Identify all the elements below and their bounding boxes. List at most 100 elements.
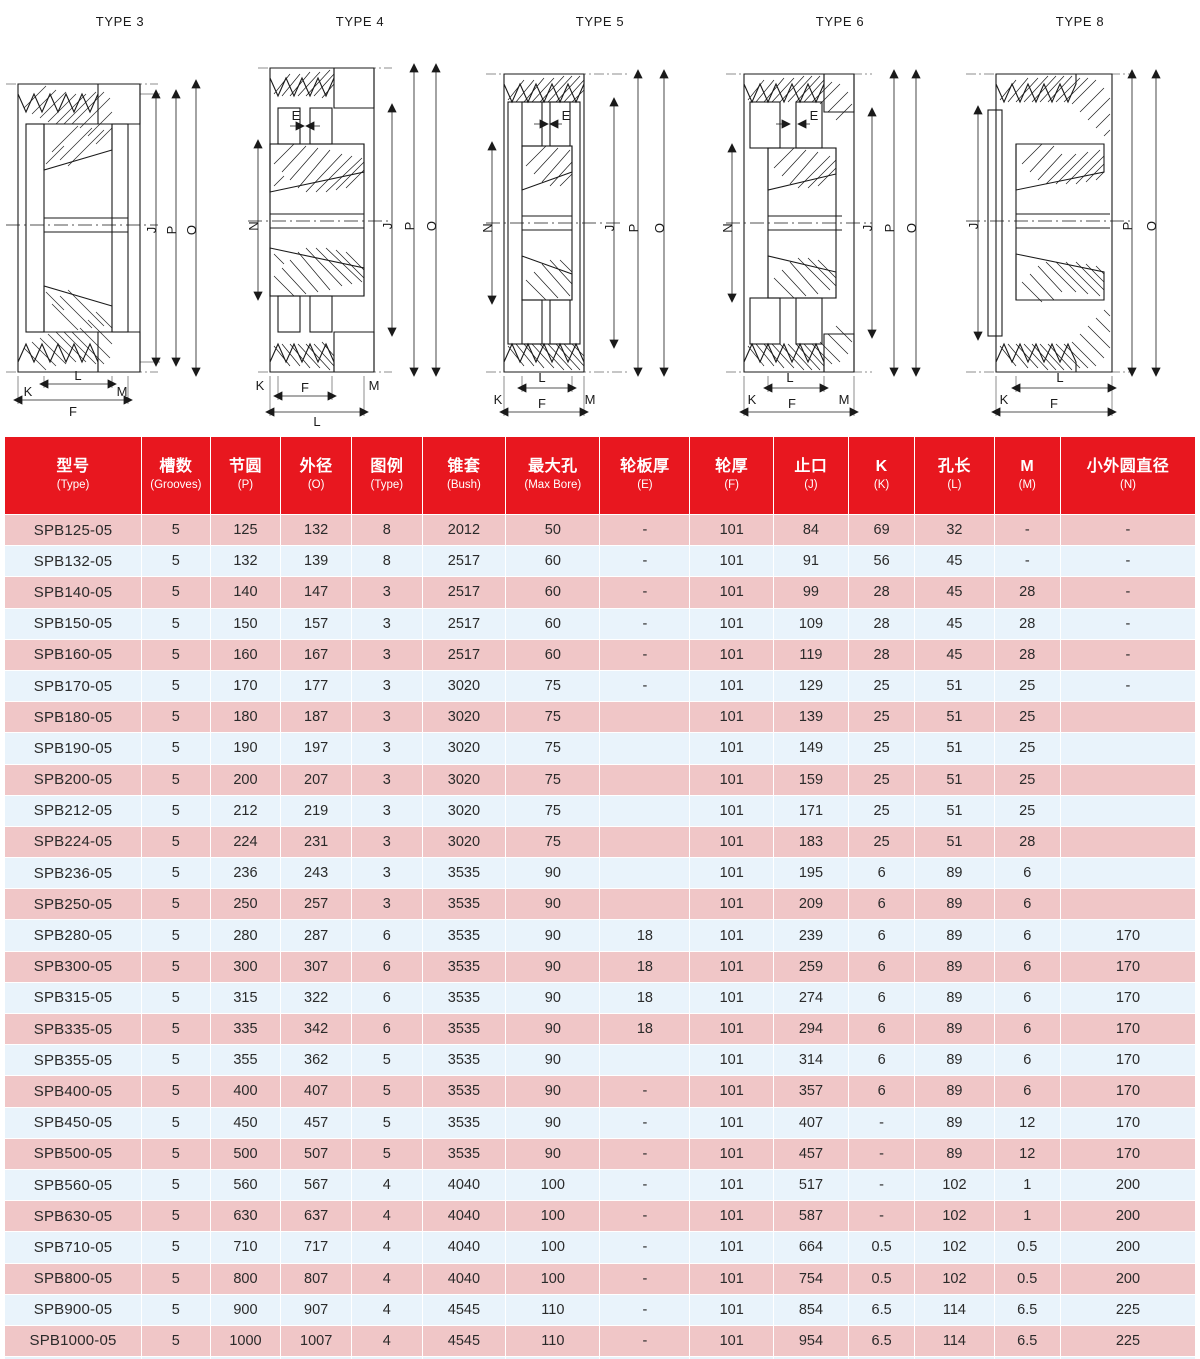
cell-value: 407: [280, 1075, 352, 1108]
cell-value: 717: [280, 1231, 352, 1264]
cell-value: 4: [350, 1231, 423, 1264]
cell-value: 101: [689, 825, 774, 859]
cell-value: 101: [689, 732, 774, 765]
cell-value: 197: [280, 732, 352, 765]
cell-value: -: [599, 513, 691, 547]
cell-value: 0.5: [847, 1231, 916, 1264]
cell-value: 187: [280, 701, 352, 734]
column-header-en: (F): [724, 479, 740, 492]
cell-value: 6: [847, 888, 916, 921]
cell-value: 6: [847, 1075, 916, 1108]
cell-value: 5: [141, 732, 211, 765]
cell-model: SPB355-05: [3, 1044, 143, 1077]
dim-label-l: L: [74, 368, 81, 383]
cell-value: 18: [599, 981, 691, 1015]
table-row: SPB160-05 5 160 167 3 2517 60-101 119 28 45 28-: [3, 638, 1197, 671]
dim-label-k: K: [748, 392, 757, 407]
cell-value: 101: [689, 701, 774, 734]
dim-label-o: O: [904, 223, 919, 233]
cell-value: 125: [209, 513, 282, 547]
cell-value: 3: [350, 888, 423, 921]
dim-label-f: F: [788, 396, 796, 411]
cell-value: 69: [847, 513, 916, 547]
table-row: SPB190-05 5 190 197 3 3020 75 101 149 25 51 25: [3, 732, 1197, 765]
cell-value: 3: [350, 576, 423, 609]
cell-value: 225: [1059, 1293, 1197, 1326]
table-row: SPB150-05 5 150 157 3 2517 60-101 109 28 45 28-: [3, 607, 1197, 640]
cell-value: 75: [505, 669, 601, 703]
cell-value: 101: [689, 1324, 774, 1358]
cell-value: 224: [209, 825, 282, 859]
cell-value: -: [847, 1200, 916, 1233]
cell-value: 101: [689, 638, 774, 671]
cell-value: 342: [280, 1012, 352, 1046]
cell-value: 102: [914, 1262, 995, 1295]
table-row: SPB1250-055125012574454511010112046.5114…: [3, 1356, 1197, 1359]
cell-model: SPB450-05: [3, 1106, 143, 1139]
cell-value: 170: [1059, 1075, 1197, 1108]
cell-value: 5: [141, 1293, 211, 1326]
cell-value: 457: [280, 1106, 352, 1139]
cell-value: 500: [209, 1137, 282, 1170]
cell-value: 12: [993, 1106, 1061, 1139]
cell-value: 149: [772, 732, 849, 765]
cell-value: 357: [772, 1075, 849, 1108]
cell-value: 200: [1059, 1168, 1197, 1202]
column-header-f: 轮厚 (F): [689, 436, 774, 515]
cell-value: 101: [689, 1012, 774, 1046]
cell-value: 100: [505, 1200, 601, 1233]
column-header-cn: K: [875, 458, 888, 476]
type-4-drawing: N E J P O K M F L: [246, 63, 441, 428]
cell-value: 140: [209, 576, 282, 609]
cell-value: 102: [914, 1168, 995, 1202]
cell-value: 170: [1059, 950, 1197, 983]
cell-value: 314: [772, 1044, 849, 1077]
column-header-o: 外径 (O): [280, 436, 352, 515]
cell-value: 3535: [421, 1075, 507, 1108]
cell-value: 5: [141, 1012, 211, 1046]
cell-value: 0.5: [847, 1262, 916, 1295]
cell-value: 102: [914, 1231, 995, 1264]
pulley-spec-table: 型号 (Type) 槽数 (Grooves) 节圆 (P) 外径 (O) 图例 (Type) 锥套 (…: [3, 436, 1197, 1359]
cell-value: 6: [993, 888, 1061, 921]
cell-value: 3: [350, 732, 423, 765]
column-header-en: (K): [873, 479, 890, 492]
table-header-row: 型号 (Type) 槽数 (Grooves) 节圆 (P) 外径 (O) 图例 (Type) 锥套 (…: [3, 436, 1197, 515]
cell-value: 5: [141, 1168, 211, 1202]
dim-label-o: O: [424, 221, 439, 231]
column-header-en: (E): [637, 479, 653, 492]
cell-value: 51: [914, 794, 995, 827]
cell-value: 119: [772, 638, 849, 671]
dim-label-j: J: [860, 225, 875, 232]
cell-value: 219: [280, 794, 352, 827]
cell-value: 132: [280, 513, 352, 547]
dim-label-p: P: [402, 222, 417, 231]
table-row: SPB125-05 5 125 132 8 2012 50-101 84 69 32- -: [3, 513, 1197, 547]
cell-value: 5: [141, 1324, 211, 1358]
dim-label-e: E: [292, 108, 301, 123]
cell-value: 517: [772, 1168, 849, 1202]
cell-value: 567: [280, 1168, 352, 1202]
cell-value: 4545: [421, 1293, 507, 1326]
cell-value: 900: [209, 1293, 282, 1326]
cell-value: 101: [689, 981, 774, 1015]
dim-label-j: J: [966, 223, 981, 230]
cell-value: 25: [993, 701, 1061, 734]
cell-model: SPB630-05: [3, 1200, 143, 1233]
figure-title: TYPE 6: [815, 14, 865, 29]
cell-value: 3020: [421, 669, 507, 703]
cell-value: -: [599, 1293, 691, 1326]
table-row: SPB200-05 5 200 207 3 3020 75 101 159 25 51 25: [3, 763, 1197, 796]
cell-value: 6: [847, 981, 916, 1015]
cell-value: 51: [914, 669, 995, 703]
column-header-en: (M): [1018, 479, 1036, 492]
cell-value: 183: [772, 825, 849, 859]
cell-value: 5: [141, 1137, 211, 1170]
cell-value: 6: [993, 919, 1061, 952]
cell-value: 89: [914, 1044, 995, 1077]
cell-value: 5: [141, 607, 211, 640]
cell-value: 200: [1059, 1200, 1197, 1233]
cell-value: 28: [993, 607, 1061, 640]
cell-value: 1: [993, 1168, 1061, 1202]
cell-value: 3: [350, 638, 423, 671]
